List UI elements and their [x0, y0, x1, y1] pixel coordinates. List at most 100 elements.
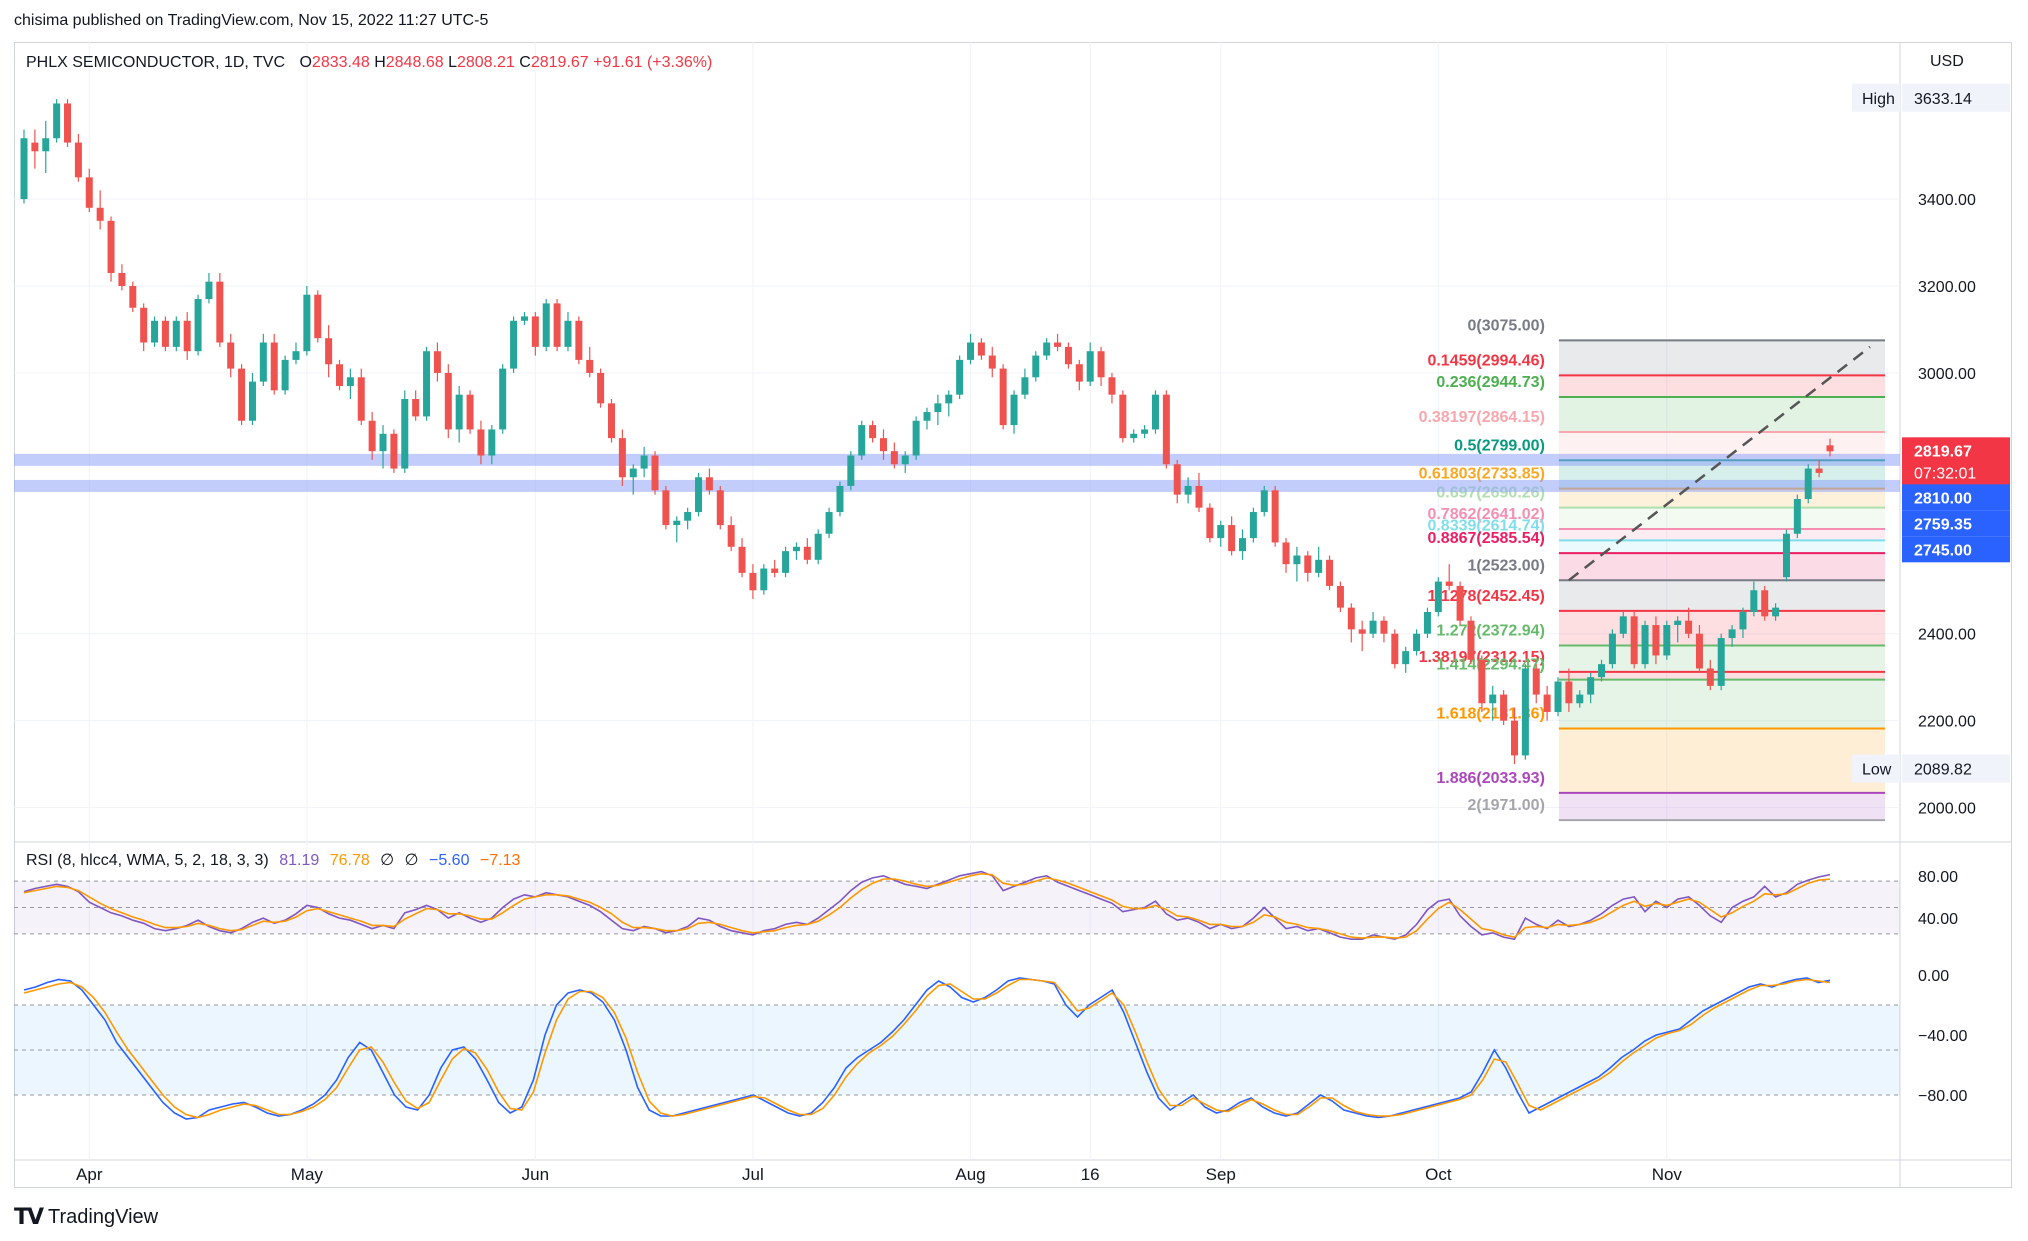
candle-body	[423, 351, 431, 417]
candle-body	[738, 546, 746, 573]
candle-body	[1402, 651, 1410, 665]
x-tick-label: May	[291, 1165, 324, 1184]
stoch-series-line	[23, 977, 1831, 1120]
support-band	[14, 453, 1900, 466]
candle-body	[553, 303, 561, 347]
candle-body	[31, 142, 39, 152]
candle-body	[314, 294, 322, 339]
candle-body	[1336, 585, 1344, 608]
candle-body	[825, 512, 833, 534]
candle-body	[1097, 351, 1105, 378]
candle-body	[1674, 620, 1682, 626]
y-tick-label: 2400.00	[1918, 627, 1976, 644]
candle-body	[771, 568, 779, 573]
fib-level-label: 0.236(2944.73)	[1436, 374, 1545, 391]
alert-level-3-bg	[1902, 536, 2010, 563]
candle-body	[1043, 342, 1051, 356]
candle-body	[1500, 694, 1508, 721]
candle-body	[1206, 507, 1214, 539]
alert-level-1: 2810.00	[1914, 490, 1972, 507]
tv-logo-icon: 𝗧𝗩	[14, 1204, 44, 1229]
candle-body	[292, 351, 300, 360]
x-tick-label: 16	[1081, 1165, 1100, 1184]
candle-body	[1630, 616, 1638, 665]
candle-body	[1021, 377, 1029, 395]
candle-body	[1576, 694, 1584, 704]
high-value: 3633.14	[1914, 91, 1972, 108]
candle-body	[705, 477, 713, 491]
candle-body	[390, 433, 398, 469]
change-value: +91.61 (+3.36%)	[593, 54, 713, 71]
publish-info: chisima published on TradingView.com, No…	[14, 12, 489, 29]
candle-body	[1619, 616, 1627, 634]
candle-body	[1347, 607, 1355, 630]
candle-body	[74, 142, 82, 178]
candle-body	[1054, 342, 1062, 347]
fib-zone	[1558, 679, 1885, 729]
candle-body	[673, 520, 681, 526]
candle-body	[1413, 633, 1421, 652]
alert-level-2-bg	[1902, 510, 2010, 537]
candle-body	[836, 485, 844, 513]
tradingview-logo[interactable]: 𝗧𝗩 TradingView	[14, 1204, 158, 1230]
candle-body	[977, 342, 985, 356]
countdown: 07:32:01	[1914, 465, 1976, 482]
rsi-value-2: 76.78	[329, 852, 370, 869]
candle-body	[651, 455, 659, 491]
fib-level-label: 0.1459(2994.46)	[1427, 352, 1544, 369]
candle-body	[42, 138, 50, 152]
candle-body	[662, 490, 670, 526]
candle-body	[194, 299, 202, 352]
low-label-text: Low	[1862, 762, 1892, 779]
candle-body	[1685, 620, 1693, 634]
candle-body	[575, 320, 583, 360]
candle-body	[531, 316, 539, 347]
candle-body	[1064, 346, 1072, 365]
fib-zone	[1558, 375, 1885, 397]
candle-body	[151, 320, 159, 343]
stoch-series-line	[23, 978, 1831, 1119]
candle-body	[1249, 512, 1257, 539]
candle-body	[564, 320, 572, 347]
candle-body	[1532, 668, 1540, 695]
candle-body	[1652, 625, 1660, 656]
fib-level-label: 0.8867(2585.54)	[1427, 530, 1544, 547]
candle-body	[248, 381, 256, 421]
candle-body	[1032, 355, 1040, 378]
last-price: 2819.67	[1914, 443, 1972, 460]
candle-body	[1565, 681, 1573, 704]
candle-body	[1391, 633, 1399, 665]
y-tick-label: 3000.00	[1918, 366, 1976, 383]
candle-body	[1543, 694, 1551, 712]
candle-body	[346, 377, 354, 386]
candle-body	[1467, 620, 1475, 660]
candle-body	[1130, 433, 1138, 439]
x-tick-label: Jun	[522, 1165, 549, 1184]
candle-body	[1260, 490, 1268, 513]
candle-body	[640, 455, 648, 469]
low-value: 2089.82	[1914, 762, 1972, 779]
y-tick-label: 3400.00	[1918, 192, 1976, 209]
candle-body	[281, 359, 289, 391]
y-tick-label: 3200.00	[1918, 279, 1976, 296]
candle-body	[238, 368, 246, 421]
alert-level-2: 2759.35	[1914, 516, 1972, 533]
fib-zone	[1558, 507, 1885, 529]
candle-body	[999, 368, 1007, 426]
candle-body	[792, 546, 800, 552]
candle-body	[967, 342, 975, 360]
fib-level-label: 1.886(2033.93)	[1436, 770, 1545, 787]
candle-body	[96, 207, 104, 221]
candle-body	[1293, 555, 1301, 565]
y-tick-label: 2000.00	[1918, 801, 1976, 818]
candle-body	[1489, 694, 1497, 704]
rsi-value-5: −5.60	[428, 852, 470, 869]
candle-body	[1195, 485, 1203, 508]
candle-body	[684, 512, 692, 521]
fib-zone	[1558, 580, 1885, 611]
candle-body	[433, 351, 441, 373]
candle-body	[1695, 633, 1703, 669]
candle-body	[1304, 555, 1312, 573]
x-tick-label: Oct	[1425, 1165, 1452, 1184]
